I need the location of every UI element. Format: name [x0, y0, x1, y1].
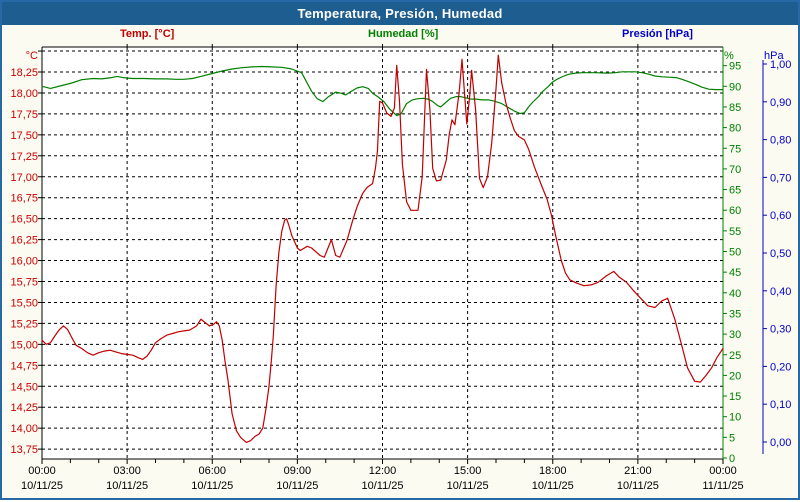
humidity-tick-label: 85	[729, 102, 741, 114]
x-date-label: 10/11/25	[106, 480, 148, 492]
x-time-label: 09:00	[284, 465, 312, 477]
x-date-label: 10/11/25	[21, 480, 63, 492]
humidity-tick-label: 45	[729, 267, 741, 279]
humidity-tick-label: 0	[729, 453, 735, 465]
chart-legend: Temp. [°C] Humedad [%] Presión [hPa]	[2, 28, 798, 43]
pressure-tick-label: 0,50	[770, 248, 791, 260]
x-date-label: 11/11/25	[702, 480, 743, 492]
pressure-tick-label: 0,20	[770, 361, 791, 373]
temp-tick-label: 14,00	[10, 423, 38, 435]
x-date-label: 10/11/25	[447, 480, 489, 492]
pressure-tick-label: 0,60	[770, 210, 791, 222]
pressure-tick-label: 0,80	[770, 135, 791, 147]
x-date-label: 10/11/25	[191, 480, 233, 492]
temp-tick-label: 17,75	[10, 109, 38, 121]
x-date-label: 10/11/25	[276, 480, 318, 492]
x-time-label: 00:00	[709, 465, 737, 477]
pressure-tick-label: 0,00	[770, 437, 791, 449]
temp-tick-label: 16,00	[10, 256, 38, 268]
pressure-tick-label: 1,00	[770, 59, 791, 71]
x-time-label: 03:00	[113, 465, 141, 477]
temp-tick-label: 17,25	[10, 151, 38, 163]
temp-tick-label: 14,50	[10, 381, 38, 393]
temp-tick-label: 16,50	[10, 214, 38, 226]
humidity-tick-label: 15	[729, 391, 741, 403]
humidity-tick-label: 60	[729, 205, 741, 217]
humidity-tick-label: 70	[729, 164, 741, 176]
temp-axis-unit: °C	[26, 50, 38, 62]
legend-humidity-label: Humedad [%]	[368, 28, 439, 40]
humidity-tick-label: 75	[729, 143, 741, 155]
humidity-tick-label: 5	[729, 432, 735, 444]
window-title: Temperatura, Presión, Humedad	[2, 2, 798, 25]
temp-tick-label: 14,75	[10, 360, 38, 372]
humidity-tick-label: 65	[729, 185, 741, 197]
humidity-tick-label: 20	[729, 370, 741, 382]
x-date-label: 10/11/25	[617, 480, 659, 492]
legend-pressure-label: Presión [hPa]	[622, 28, 693, 40]
temp-tick-label: 16,75	[10, 193, 38, 205]
humidity-tick-label: 50	[729, 247, 741, 259]
temp-tick-label: 15,75	[10, 277, 38, 289]
temp-tick-label: 15,50	[10, 297, 38, 309]
legend-temperature-label: Temp. [°C]	[120, 28, 175, 40]
temp-tick-label: 18,00	[10, 88, 38, 100]
temp-tick-label: 14,25	[10, 402, 38, 414]
x-time-label: 06:00	[198, 465, 226, 477]
x-time-label: 12:00	[369, 465, 397, 477]
temp-tick-label: 16,25	[10, 235, 38, 247]
x-time-label: 15:00	[454, 465, 482, 477]
temp-tick-label: 17,50	[10, 130, 38, 142]
humidity-line	[41, 65, 724, 117]
temperature-line	[41, 54, 724, 443]
humidity-tick-label: 30	[729, 329, 741, 341]
x-time-label: 18:00	[539, 465, 567, 477]
temp-tick-label: 17,00	[10, 172, 38, 184]
x-date-label: 10/11/25	[361, 480, 403, 492]
temp-tick-label: 18,25	[10, 67, 38, 79]
humidity-tick-label: 35	[729, 308, 741, 320]
temp-tick-label: 15,25	[10, 318, 38, 330]
x-time-label: 21:00	[624, 465, 652, 477]
humidity-tick-label: 90	[729, 81, 741, 93]
humidity-axis-unit: %	[724, 50, 734, 62]
humidity-tick-label: 95	[729, 61, 741, 73]
humidity-tick-label: 80	[729, 123, 741, 135]
pressure-tick-label: 0,70	[770, 172, 791, 184]
pressure-tick-label: 0,40	[770, 286, 791, 298]
humidity-tick-label: 10	[729, 412, 741, 424]
x-time-label: 00:00	[28, 465, 56, 477]
humidity-tick-label: 25	[729, 350, 741, 362]
pressure-axis-unit: hPa	[764, 50, 784, 62]
temp-tick-label: 13,75	[10, 444, 38, 456]
pressure-tick-label: 0,30	[770, 324, 791, 336]
temp-tick-label: 15,00	[10, 339, 38, 351]
humidity-tick-label: 55	[729, 226, 741, 238]
humidity-tick-label: 40	[729, 288, 741, 300]
x-date-label: 10/11/25	[532, 480, 574, 492]
pressure-tick-label: 0,90	[770, 97, 791, 109]
pressure-tick-label: 0,10	[770, 399, 791, 411]
